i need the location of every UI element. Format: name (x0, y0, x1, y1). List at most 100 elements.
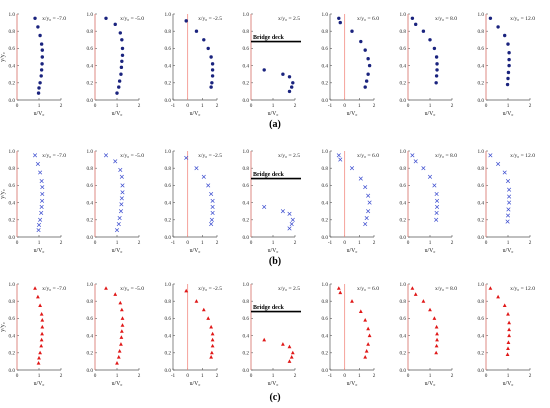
x-tick-label: 0 (343, 373, 346, 379)
data-point-cross (505, 179, 511, 184)
data-point-circle (39, 42, 44, 46)
data-point-cross (116, 222, 121, 227)
data-point-triangle (119, 342, 123, 346)
station-label: x/y₀ = 8.0 (435, 153, 457, 159)
x-axis-label: u/V₀ (112, 248, 123, 254)
y-tick-label: 0.0 (87, 235, 94, 241)
data-point-cross (36, 222, 42, 228)
y-tick-label: 0.2 (9, 218, 16, 224)
x-tick-label: -1 (328, 373, 333, 379)
data-point-triangle (40, 324, 45, 329)
data-point-triangle (116, 355, 121, 359)
data-point-circle (287, 75, 292, 79)
x-tick-label: 0 (407, 103, 410, 109)
data-point-cross (363, 222, 368, 227)
y-tick-label: 0.2 (478, 81, 485, 87)
y-tick-label: 0.0 (165, 98, 172, 104)
x-tick-label: 1 (272, 103, 275, 109)
y-tick-label: 1.0 (400, 282, 407, 288)
y-tick-label: 0.8 (400, 299, 407, 305)
data-point-circle (496, 25, 500, 29)
y-axis-label: y/y₀ (0, 189, 6, 199)
data-point-triangle (38, 350, 42, 355)
data-point-circle (281, 72, 285, 76)
y-tick-label: 0.4 (322, 200, 329, 206)
x-tick-label: 1 (429, 373, 432, 379)
x-tick-label: -1 (328, 240, 333, 246)
panel-row-label: (b) (269, 256, 281, 267)
data-point-circle (506, 76, 510, 81)
data-point-cross (120, 183, 125, 188)
y-tick-label: 0.4 (9, 200, 16, 206)
x-tick-label: 1 (201, 103, 204, 109)
data-point-cross (289, 222, 294, 227)
station-label: x/y₀ = -7.0 (42, 16, 66, 22)
y-tick-label: 0.0 (478, 98, 485, 104)
x-tick-label: 0 (94, 240, 97, 246)
y-tick-label: 0.2 (322, 81, 329, 87)
x-tick-label: 0 (250, 103, 253, 109)
data-point-triangle (194, 299, 199, 303)
y-tick-label: 1.0 (165, 282, 172, 288)
bridge-deck-label: Bridge deck (253, 35, 284, 41)
y-tick-label: 0.0 (322, 235, 329, 241)
station-label: x/y₀ = -5.0 (120, 153, 144, 159)
data-point-cross (488, 153, 493, 158)
panel-row-label: (a) (269, 119, 281, 130)
x-tick-label: 1 (38, 103, 41, 109)
data-point-circle (337, 16, 341, 20)
y-tick-label: 0.0 (9, 98, 16, 104)
y-tick-label: 0.6 (165, 316, 172, 322)
y-tick-label: 0.8 (9, 29, 16, 35)
data-point-triangle (40, 318, 45, 322)
data-point-cross (210, 204, 215, 209)
data-point-triangle (119, 329, 124, 333)
data-point-triangle (421, 299, 426, 303)
data-point-triangle (120, 316, 125, 320)
y-tick-label: 1.0 (165, 12, 172, 18)
y-tick-label: 0.2 (9, 81, 16, 87)
y-tick-label: 0.0 (243, 235, 250, 241)
data-point-triangle (410, 286, 415, 290)
y-tick-label: 0.2 (400, 81, 407, 87)
station-label: x/y₀ = 2.5 (278, 16, 300, 22)
y-tick-label: 1.0 (87, 149, 94, 155)
y-tick-label: 0.4 (243, 333, 250, 339)
y-tick-label: 1.0 (322, 149, 329, 155)
x-axis-label: u/V₀ (34, 381, 45, 387)
data-point-circle (40, 48, 44, 52)
data-point-triangle (209, 324, 214, 329)
data-point-cross (507, 194, 512, 199)
y-tick-label: 0.8 (87, 29, 94, 35)
y-tick-label: 0.2 (322, 351, 329, 357)
y-tick-label: 0.2 (165, 218, 172, 224)
x-tick-label: 2 (138, 103, 141, 109)
y-tick-label: 0.2 (87, 81, 94, 87)
station-label: x/y₀ = -7.0 (42, 286, 66, 292)
data-point-cross (209, 191, 214, 197)
y-tick-label: 0.4 (165, 333, 172, 339)
data-point-cross (114, 228, 120, 233)
y-tick-label: 0.2 (165, 81, 172, 87)
y-tick-label: 0.4 (478, 200, 485, 206)
y-tick-label: 0.8 (400, 29, 407, 35)
data-point-triangle (37, 355, 41, 360)
data-point-circle (209, 55, 213, 59)
x-tick-label: 0 (186, 373, 189, 379)
station-label: x/y₀ = 12.0 (510, 16, 535, 22)
data-point-triangle (119, 307, 124, 312)
y-tick-label: 0.0 (87, 98, 94, 104)
data-point-triangle (363, 355, 368, 359)
data-point-circle (184, 19, 188, 23)
x-tick-label: 2 (529, 373, 532, 379)
data-point-circle (118, 31, 123, 35)
data-point-triangle (289, 355, 294, 359)
data-point-triangle (496, 294, 500, 299)
data-point-circle (202, 38, 206, 42)
y-tick-label: 0.6 (243, 46, 250, 52)
x-tick-label: 1 (38, 373, 41, 379)
data-point-triangle (262, 337, 267, 342)
y-tick-label: 0.6 (478, 46, 485, 52)
data-point-circle (119, 65, 124, 70)
